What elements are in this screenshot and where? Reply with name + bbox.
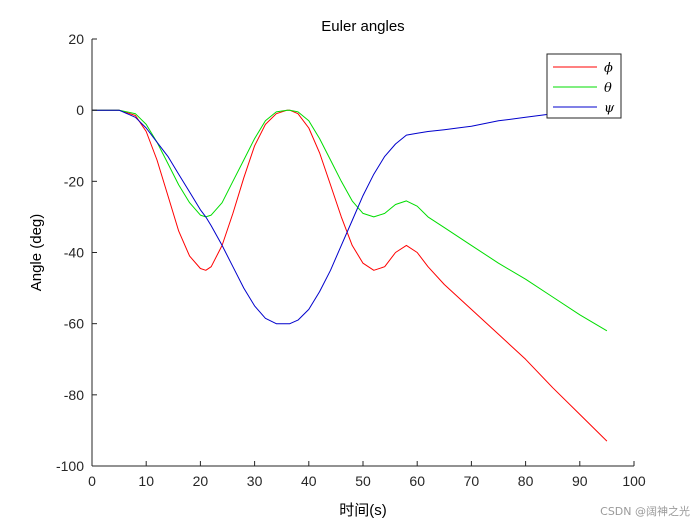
series-line-1	[92, 109, 608, 442]
x-tick-label: 70	[464, 473, 480, 489]
y-tick-label: -100	[56, 458, 84, 474]
x-tick-label: 30	[247, 473, 263, 489]
x-tick-label: 60	[409, 473, 425, 489]
y-tick-label: 0	[76, 102, 84, 118]
legend: ϕθψ	[546, 53, 622, 119]
y-tick-label: -80	[64, 387, 84, 403]
plot-area	[91, 39, 634, 467]
plot-background	[92, 39, 634, 466]
x-tick-label: 90	[572, 473, 588, 489]
chart-title: Euler angles	[321, 18, 404, 35]
y-tick-label: -40	[64, 245, 84, 261]
x-tick-label: 0	[88, 473, 96, 489]
x-tick-label: 80	[518, 473, 534, 489]
series-layer	[92, 106, 608, 442]
y-tick-label: -60	[64, 316, 84, 332]
x-ticks: 0 10 20 30 40 50 60 70 80 90 100	[88, 461, 646, 489]
x-tick-label: 100	[622, 473, 646, 489]
legend-label-1: ϕ	[604, 61, 613, 76]
x-tick-label: 50	[355, 473, 371, 489]
y-tick-label: 20	[68, 31, 84, 47]
series-line-3	[92, 106, 607, 325]
x-tick-label: 10	[138, 473, 154, 489]
x-tick-label: 40	[301, 473, 317, 489]
x-axis-label: 时间(s)	[339, 502, 387, 519]
legend-label-2: θ	[604, 81, 612, 96]
y-tick-label: -20	[64, 173, 84, 189]
legend-label-3: ψ	[604, 101, 615, 116]
watermark-text: CSDN @阔神之光	[600, 505, 690, 518]
x-tick-label: 20	[193, 473, 209, 489]
series-line-2	[92, 109, 608, 332]
y-axis-label: Angle (deg)	[28, 214, 45, 292]
y-ticks: 20 0 -20 -40 -60 -80 -100	[56, 31, 97, 474]
